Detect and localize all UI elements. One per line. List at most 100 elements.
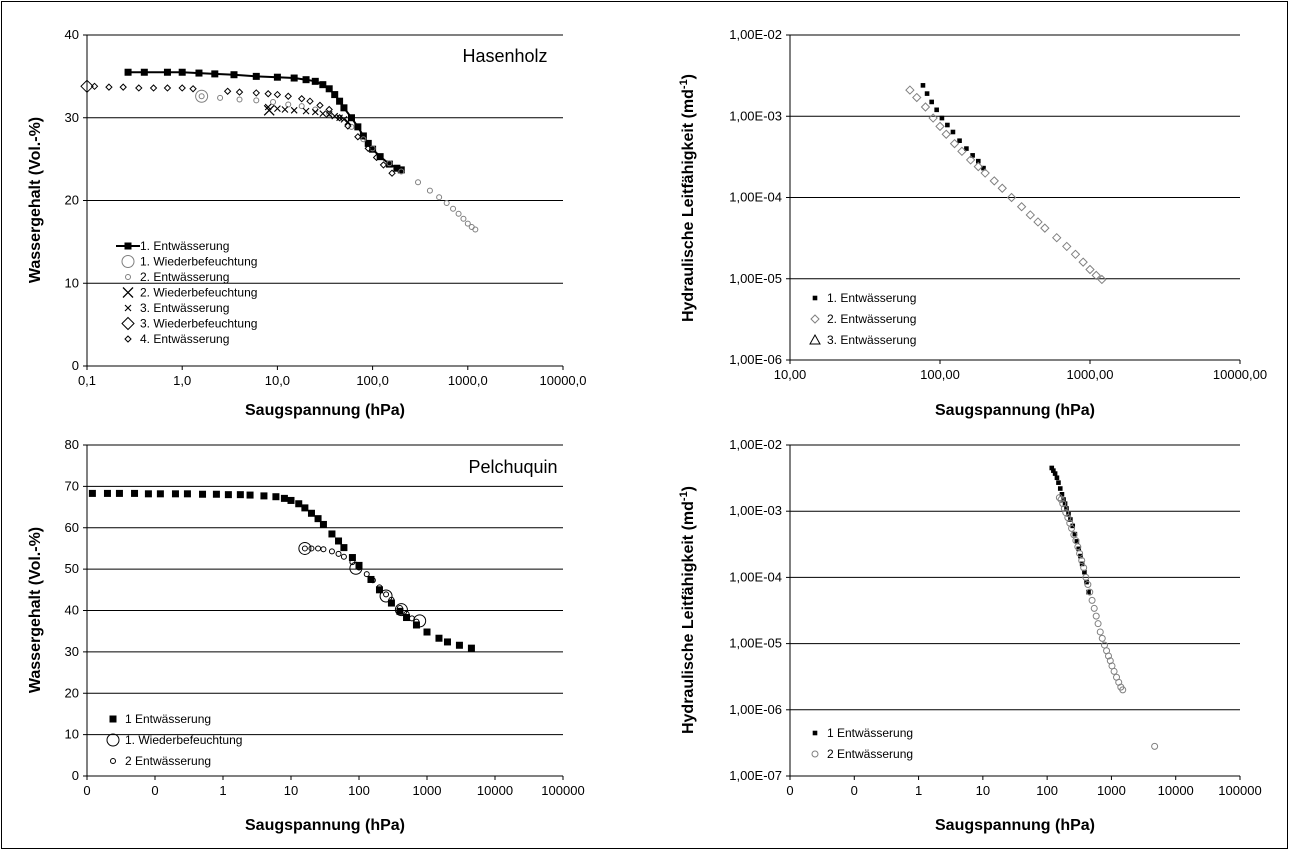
data-point [997, 183, 1007, 193]
data-point [349, 561, 363, 575]
legend-marker [109, 715, 117, 723]
data-point [397, 166, 405, 174]
series-6 [80, 79, 94, 94]
data-point [1104, 652, 1112, 660]
y-tick-label: 70 [65, 478, 79, 493]
data-point [920, 102, 931, 112]
x-tick-label: 0 [83, 783, 90, 798]
data-point [1091, 270, 1101, 281]
data-point [295, 500, 303, 508]
legend-marker [124, 242, 132, 250]
data-point [363, 571, 370, 578]
data-point [252, 89, 260, 97]
x-tick-label: 10,0 [265, 373, 290, 388]
data-point [372, 153, 381, 162]
data-point [1076, 546, 1082, 552]
legend-marker [810, 314, 820, 324]
x-tick-label: 1000,0 [448, 373, 488, 388]
data-point [981, 165, 986, 171]
x-axis-label: Saugspannung (hPa) [245, 402, 405, 419]
chart-4: 1,00E-07 1,00E-06 1,00E-05 1,00E-04 1,00E-03… [678, 437, 1262, 834]
data-point [472, 226, 479, 233]
y-tick-label: 40 [65, 603, 79, 618]
data-point [949, 138, 960, 149]
data-point [455, 210, 462, 217]
data-point [316, 101, 324, 110]
y-axis-label-end: ) [680, 74, 697, 79]
y-tick-label: 1,00E-06 [729, 702, 782, 717]
legend-label: 3. Entwässerung [827, 333, 916, 347]
data-point [311, 108, 319, 116]
data-point [1025, 210, 1036, 220]
x-tick-label: 0,1 [78, 373, 96, 388]
legend-marker [124, 335, 132, 343]
legend-label: 1 Entwässerung [827, 726, 913, 740]
data-point [1062, 501, 1068, 506]
data-point [1094, 620, 1102, 628]
data-point [302, 76, 310, 84]
data-point [934, 107, 939, 113]
data-point [1055, 494, 1063, 502]
x-tick-label: 0 [851, 783, 858, 798]
x-tick-label: 10 [976, 783, 990, 798]
series-2 [905, 85, 1107, 285]
data-point [965, 155, 976, 165]
y-tick-label: 1,00E-05 [729, 271, 782, 286]
x-tick-label: 1000 [1097, 783, 1126, 798]
data-point [1110, 667, 1118, 675]
data-point [1097, 274, 1107, 285]
y-tick-label: 30 [65, 644, 79, 659]
y-tick-label: 20 [65, 685, 79, 700]
legend-label: 2. Entwässerung [140, 270, 229, 284]
data-point [383, 591, 390, 598]
y-axis-label-end: ) [680, 486, 697, 491]
legend-marker [124, 304, 132, 312]
data-point [1074, 539, 1080, 544]
x-tick-label: 0 [151, 783, 158, 798]
legend: 1 Entwässerung 1. Wiederbefeuchtung 2 Entw… [106, 712, 242, 768]
y-tick-label: 1,00E-04 [729, 190, 782, 205]
x-axis-label: Saugspannung (hPa) [935, 817, 1095, 834]
data-point [274, 105, 281, 113]
legend-label: 4. Entwässerung [140, 332, 229, 346]
data-point [443, 638, 451, 646]
y-tick-label: 1,00E-05 [729, 636, 782, 651]
data-point [131, 489, 139, 497]
data-point [1119, 686, 1127, 694]
x-tick-label: 100000 [541, 783, 584, 798]
data-point [1082, 569, 1087, 575]
data-point [385, 160, 393, 168]
x-tick-label: 10000 [477, 783, 513, 798]
x-tick-label: 10000,00 [1213, 367, 1267, 382]
series-1 [920, 83, 986, 171]
data-point [989, 176, 999, 186]
data-point [1076, 549, 1084, 557]
x-tick-label: 100,00 [920, 367, 960, 382]
x-tick-label: 10 [284, 783, 298, 798]
data-point [319, 520, 327, 528]
data-point [1072, 537, 1080, 545]
y-axis-label: Wassergehalt (Vol.-%) [27, 117, 44, 283]
legend-label: 2. Entwässerung [827, 312, 916, 326]
data-point [163, 68, 171, 76]
data-point [1084, 581, 1092, 589]
chart-1: 0 10 20 30 40 0,1 1,0 10,0 100,0 1000,0 10000,0 Sau… [27, 27, 587, 419]
data-point [1033, 217, 1043, 227]
y-tick-label: 50 [65, 561, 79, 576]
legend-label: 2. Wiederbefeuchtung [140, 286, 257, 300]
data-point [171, 490, 179, 498]
data-point [135, 84, 143, 92]
data-point [1059, 500, 1067, 508]
x-tick-label: 1 [915, 783, 922, 798]
data-point [1064, 506, 1069, 511]
legend-label: 1. Wiederbefeuchtung [140, 255, 257, 269]
y-tick-label: 60 [65, 520, 79, 535]
data-point [149, 84, 158, 92]
data-point [230, 71, 238, 79]
data-point [302, 107, 310, 115]
data-point [281, 106, 289, 113]
data-point [224, 491, 232, 499]
data-point [975, 158, 981, 164]
data-point [263, 104, 275, 116]
